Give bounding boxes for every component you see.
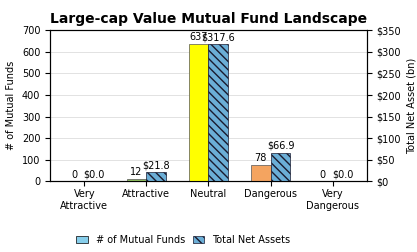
Text: $0.0: $0.0 [83, 170, 105, 180]
Text: 78: 78 [254, 153, 267, 163]
Bar [188, 44, 208, 181]
Text: 637: 637 [189, 32, 208, 42]
Text: $21.8: $21.8 [143, 160, 170, 170]
Text: $317.6: $317.6 [201, 33, 235, 43]
Bar [146, 172, 166, 181]
Bar [208, 44, 229, 181]
Text: 0: 0 [320, 170, 326, 180]
Y-axis label: Total Net Asset (bn): Total Net Asset (bn) [407, 58, 417, 154]
Text: 0: 0 [71, 170, 78, 180]
Title: Large-cap Value Mutual Fund Landscape: Large-cap Value Mutual Fund Landscape [50, 12, 367, 26]
Text: $66.9: $66.9 [267, 141, 294, 151]
Y-axis label: # of Mutual Funds: # of Mutual Funds [6, 61, 16, 150]
Bar [126, 179, 146, 181]
Text: $0.0: $0.0 [332, 170, 353, 180]
Legend: # of Mutual Funds, Total Net Assets: # of Mutual Funds, Total Net Assets [76, 235, 290, 245]
Text: 12: 12 [130, 167, 143, 177]
Bar [271, 152, 291, 181]
Bar [251, 165, 271, 181]
